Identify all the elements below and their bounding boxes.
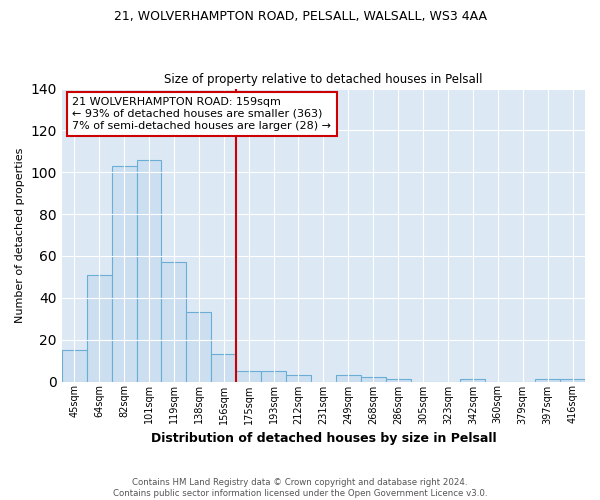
Bar [336, 375, 361, 382]
Title: Size of property relative to detached houses in Pelsall: Size of property relative to detached ho… [164, 73, 482, 86]
Bar [137, 160, 161, 382]
Y-axis label: Number of detached properties: Number of detached properties [15, 148, 25, 322]
X-axis label: Distribution of detached houses by size in Pelsall: Distribution of detached houses by size … [151, 432, 496, 445]
Bar [261, 371, 286, 382]
Bar [87, 275, 112, 382]
Bar [236, 371, 261, 382]
Bar [187, 312, 211, 382]
Bar [361, 378, 386, 382]
Text: 21 WOLVERHAMPTON ROAD: 159sqm
← 93% of detached houses are smaller (363)
7% of s: 21 WOLVERHAMPTON ROAD: 159sqm ← 93% of d… [72, 98, 331, 130]
Bar [112, 166, 137, 382]
Text: 21, WOLVERHAMPTON ROAD, PELSALL, WALSALL, WS3 4AA: 21, WOLVERHAMPTON ROAD, PELSALL, WALSALL… [113, 10, 487, 23]
Bar [161, 262, 187, 382]
Bar [535, 380, 560, 382]
Text: Contains HM Land Registry data © Crown copyright and database right 2024.
Contai: Contains HM Land Registry data © Crown c… [113, 478, 487, 498]
Bar [286, 375, 311, 382]
Bar [560, 380, 585, 382]
Bar [386, 380, 410, 382]
Bar [211, 354, 236, 382]
Bar [62, 350, 87, 382]
Bar [460, 380, 485, 382]
